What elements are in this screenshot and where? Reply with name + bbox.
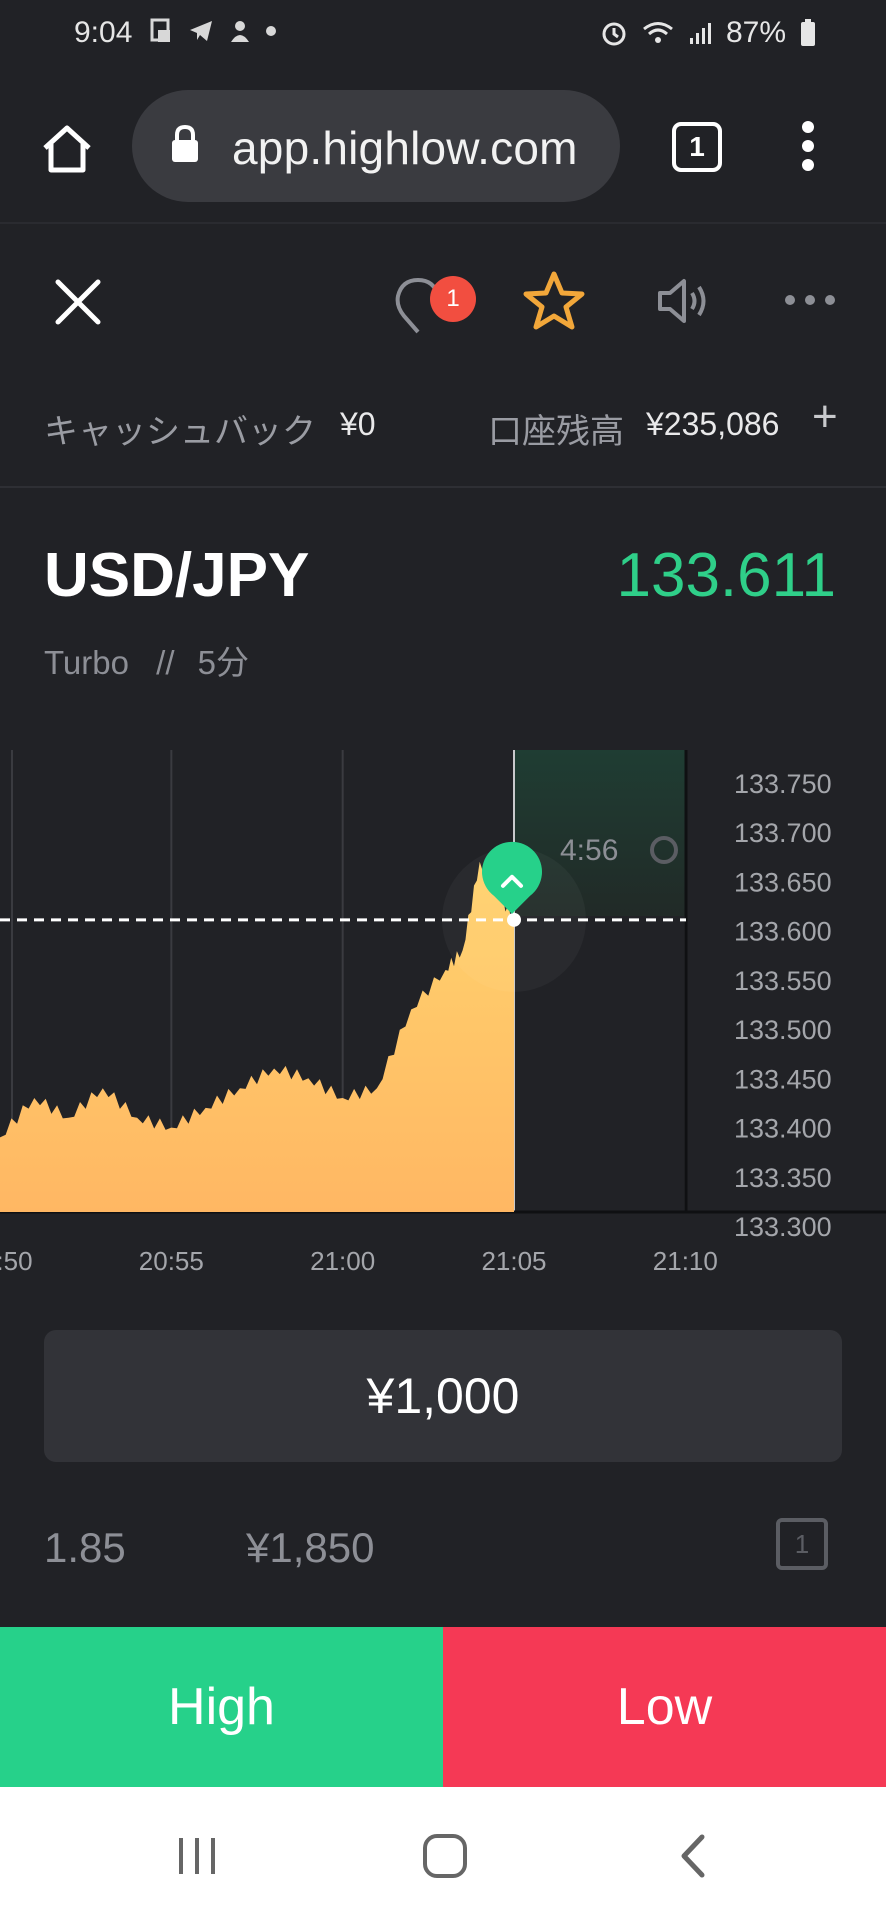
high-marker-icon — [482, 841, 543, 914]
stake-input[interactable]: ¥1,000 — [44, 1330, 842, 1462]
timer-icon — [650, 836, 678, 864]
one-click-label: 1 — [794, 1528, 810, 1559]
home-icon[interactable] — [40, 124, 94, 174]
option-duration: 5分 — [197, 644, 250, 681]
recent-apps-icon[interactable] — [176, 1835, 218, 1877]
more-icon[interactable] — [784, 294, 836, 306]
status-bar: 9:04 87% — [0, 0, 886, 72]
system-nav-bar — [0, 1787, 886, 1920]
telegram-icon — [190, 21, 212, 41]
status-system-icons: 87% — [600, 16, 816, 50]
countdown-timer: 4:56 — [560, 834, 618, 867]
battery-percent: 87% — [725, 16, 786, 49]
cashback-value: ¥0 — [340, 406, 376, 442]
x-axis-label: 20:55 — [139, 1246, 204, 1272]
asset-price: 133.611 — [616, 541, 836, 610]
status-time: 9:04 — [74, 16, 133, 49]
sound-icon[interactable] — [656, 276, 712, 326]
price-area — [0, 861, 514, 1212]
status-notification-icons — [150, 18, 276, 44]
url-text: app.highlow.com — [232, 122, 578, 174]
low-button[interactable]: Low — [443, 1627, 886, 1787]
y-axis-label: 133.600 — [734, 917, 832, 947]
url-bar[interactable]: app.highlow.com — [132, 90, 620, 202]
x-axis-label: 21:00 — [310, 1246, 375, 1272]
cashback-label: キャッシュバック — [44, 413, 316, 451]
payout-rate: 1.85 — [44, 1524, 126, 1571]
price-chart-svg: 4:56 133.750 133.700 133.650 133.600 133.550… — [0, 750, 886, 1276]
y-axis-label: 133.650 — [734, 867, 832, 897]
back-icon[interactable] — [678, 1833, 708, 1879]
y-axis-label: 133.750 — [734, 769, 832, 799]
x-axis-label: 21:10 — [653, 1246, 718, 1272]
dot-icon — [266, 26, 276, 36]
current-point — [507, 912, 521, 927]
home-nav-icon[interactable] — [422, 1833, 468, 1879]
asset-subtitle: Turbo // 5分 — [44, 636, 249, 684]
lock-icon — [172, 124, 198, 162]
signal-icon — [689, 23, 711, 44]
account-balance-label: 口座残高 — [488, 413, 624, 451]
add-funds-button[interactable]: + — [812, 392, 838, 441]
asset-name[interactable]: USD/JPY — [44, 541, 310, 610]
app-toolbar: 1 — [0, 226, 886, 376]
y-axis-label: 133.700 — [734, 818, 832, 848]
battery-icon — [801, 19, 815, 46]
payout-amount: ¥1,850 — [246, 1524, 375, 1571]
notification-icon[interactable] — [394, 276, 442, 336]
balance-bar: キャッシュバック ¥0 口座残高 ¥235,086 + — [0, 376, 886, 488]
x-axis-label: 20:50 — [0, 1246, 33, 1272]
notification-badge: 1 — [430, 276, 476, 322]
price-chart[interactable]: 4:56 133.750 133.700 133.650 133.600 133.550… — [0, 750, 886, 1276]
alarm-icon — [602, 22, 626, 46]
browser-menu-icon[interactable] — [798, 120, 818, 172]
y-axis-label: 133.550 — [734, 966, 832, 996]
y-axis-label: 133.500 — [734, 1015, 832, 1045]
y-axis-label: 133.400 — [734, 1114, 832, 1144]
option-type: Turbo — [44, 644, 129, 681]
image-icon — [150, 18, 170, 42]
y-axis-label: 133.450 — [734, 1064, 832, 1094]
app-icon — [231, 21, 249, 42]
one-click-toggle[interactable]: 1 — [776, 1518, 828, 1570]
browser-bar: app.highlow.com 1 — [0, 72, 886, 224]
wifi-icon — [643, 22, 673, 43]
x-axis-label: 21:05 — [481, 1246, 546, 1272]
y-axis-label: 133.300 — [734, 1212, 832, 1242]
expiry-zone — [514, 750, 686, 916]
favorite-star-icon[interactable] — [522, 270, 586, 332]
high-button[interactable]: High — [0, 1627, 443, 1787]
account-balance-value: ¥235,086 — [646, 406, 780, 442]
y-axis-label: 133.350 — [734, 1163, 832, 1193]
close-icon[interactable] — [54, 278, 102, 326]
subtitle-separator: // — [156, 644, 175, 681]
tab-switcher-button[interactable]: 1 — [672, 122, 722, 172]
